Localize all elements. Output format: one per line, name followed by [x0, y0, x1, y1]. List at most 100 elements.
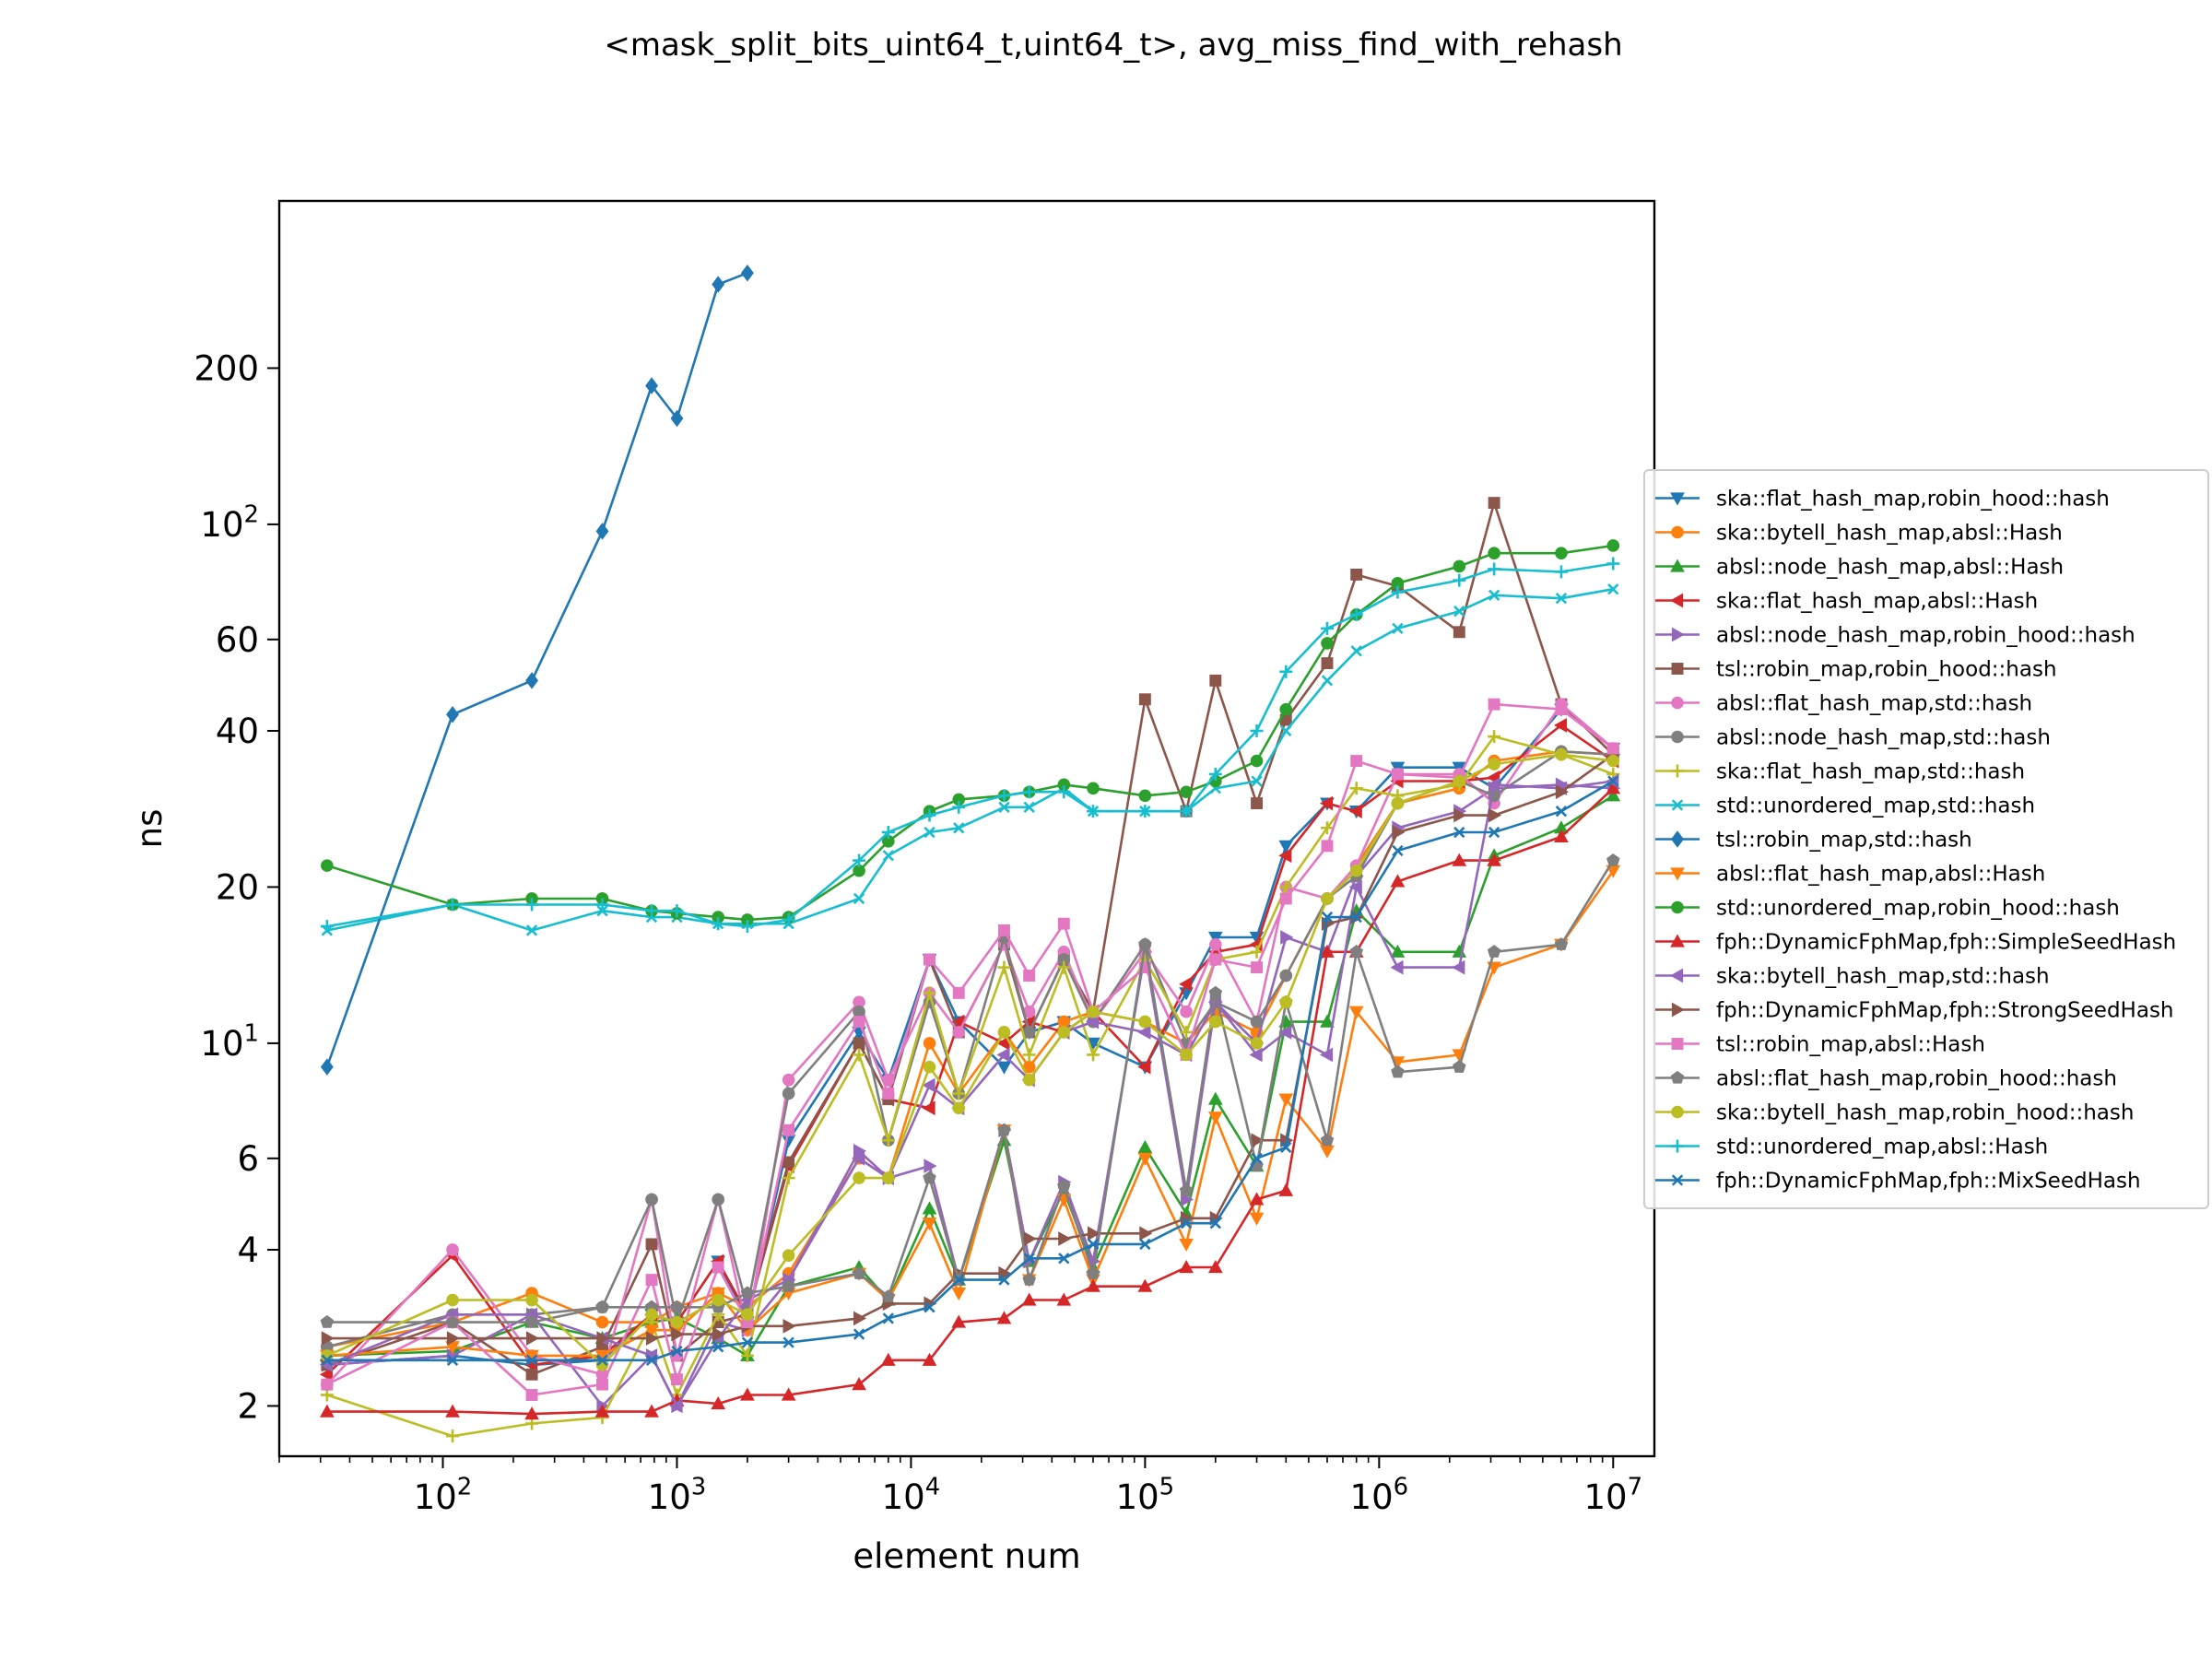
- data-point: [670, 1300, 684, 1313]
- plot-area: [319, 264, 1621, 1443]
- x-axis-label: element num: [853, 1536, 1080, 1576]
- legend-item: absl::flat_hash_map,robin_hood::hash: [1655, 1067, 2117, 1091]
- data-point: [1392, 825, 1406, 840]
- data-point: [782, 1124, 795, 1136]
- legend-item: tsl::robin_map,absl::Hash: [1655, 1033, 1985, 1057]
- data-point: [1348, 879, 1362, 895]
- marker-stroke: [1607, 775, 1619, 787]
- data-point: [1607, 775, 1619, 787]
- data-point: [997, 789, 1011, 803]
- legend-marker: [1671, 900, 1684, 914]
- data-point: [1087, 1005, 1100, 1018]
- x-tick-label: 103: [648, 1473, 707, 1517]
- data-point: [1555, 703, 1568, 716]
- data-point: [1087, 1226, 1101, 1241]
- data-point: [1487, 945, 1501, 958]
- data-point: [998, 1274, 1010, 1286]
- data-point: [1348, 804, 1362, 819]
- data-point: [1488, 730, 1501, 744]
- data-point: [1207, 1259, 1223, 1274]
- data-point: [1279, 702, 1293, 716]
- marker-stroke: [1023, 801, 1035, 813]
- data-point: [997, 1123, 1011, 1136]
- data-point: [1180, 1025, 1194, 1039]
- data-point: [1555, 593, 1568, 605]
- data-point: [1279, 995, 1293, 1009]
- data-point: [1488, 589, 1500, 602]
- legend-marker: [1670, 867, 1685, 881]
- data-point: [853, 1005, 865, 1018]
- data-point: [1207, 1112, 1223, 1125]
- series-13: [319, 781, 1621, 1420]
- data-point: [1180, 1005, 1193, 1018]
- data-point: [1022, 1026, 1036, 1039]
- marker-stroke: [1555, 805, 1568, 818]
- data-point: [525, 1389, 538, 1401]
- data-point: [924, 1301, 935, 1313]
- data-point: [1488, 698, 1500, 711]
- legend-item: std::unordered_map,absl::Hash: [1655, 1135, 2048, 1159]
- y-tick-label: 101: [200, 1019, 259, 1064]
- data-point: [952, 1087, 966, 1100]
- legend-item: ska::flat_hash_map,std::hash: [1655, 760, 2025, 784]
- data-point: [782, 1171, 795, 1185]
- legend-item: ska::flat_hash_map,absl::Hash: [1655, 590, 2038, 614]
- data-point: [321, 859, 334, 872]
- data-point: [1209, 674, 1222, 687]
- data-point: [446, 1354, 459, 1366]
- data-point: [880, 1352, 896, 1366]
- legend-label: absl::flat_hash_map,robin_hood::hash: [1716, 1067, 2117, 1091]
- data-point: [953, 1274, 965, 1286]
- data-point: [1553, 718, 1568, 733]
- y-tick-label: 2: [237, 1386, 259, 1426]
- data-point: [1390, 959, 1404, 975]
- legend-item: ska::bytell_hash_map,robin_hood::hash: [1655, 1101, 2134, 1125]
- y-tick-label: 20: [216, 867, 259, 907]
- data-point: [1208, 767, 1222, 781]
- legend-marker: [1671, 730, 1684, 744]
- data-point: [1137, 1152, 1153, 1166]
- data-point: [1279, 880, 1293, 894]
- marker-stroke: [596, 1354, 608, 1366]
- legend-marker: [1670, 1070, 1685, 1084]
- data-point: [881, 1289, 896, 1302]
- data-point: [740, 1348, 754, 1362]
- data-point: [922, 1077, 935, 1093]
- data-point: [1251, 797, 1263, 810]
- data-point: [1554, 937, 1569, 950]
- data-point: [881, 1134, 895, 1147]
- data-point: [923, 986, 936, 1000]
- data-point: [1320, 1014, 1335, 1028]
- data-point: [645, 1331, 660, 1346]
- data-point: [1350, 755, 1363, 768]
- data-point: [1138, 961, 1151, 974]
- data-point: [881, 826, 895, 840]
- data-point: [1606, 539, 1620, 552]
- data-point: [1606, 781, 1621, 794]
- legend-marker: [1670, 934, 1685, 947]
- data-point: [712, 1293, 724, 1307]
- data-point: [1249, 1047, 1263, 1063]
- data-point: [996, 1061, 1012, 1075]
- data-point: [1058, 1231, 1072, 1246]
- data-point: [1321, 911, 1334, 924]
- data-point: [1138, 789, 1152, 803]
- data-point: [670, 904, 684, 918]
- marker-stroke: [321, 1354, 334, 1366]
- data-point: [740, 264, 754, 282]
- data-point: [645, 1354, 658, 1366]
- data-point: [711, 1395, 726, 1410]
- data-point: [1022, 785, 1036, 799]
- marker-stroke: [882, 850, 894, 862]
- y-tick-label: 60: [216, 620, 259, 660]
- data-point: [922, 1218, 937, 1231]
- data-point: [645, 1238, 658, 1251]
- data-point: [1139, 1226, 1153, 1241]
- legend-marker: [1670, 559, 1685, 572]
- legend-marker: [1671, 1139, 1684, 1153]
- legend-marker: [1671, 1038, 1684, 1050]
- data-point: [1251, 775, 1263, 787]
- data-point: [596, 1331, 610, 1346]
- data-point: [525, 924, 538, 936]
- marker-stroke: [525, 1354, 538, 1366]
